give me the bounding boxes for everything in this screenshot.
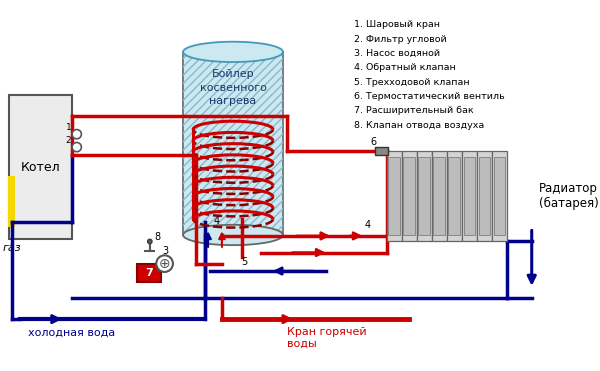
Bar [464, 157, 475, 235]
Text: 5: 5 [241, 257, 247, 267]
Bar [492, 151, 507, 242]
Text: 7. Расширительный бак: 7. Расширительный бак [354, 106, 474, 115]
Circle shape [72, 129, 82, 139]
Bar [8, 176, 15, 227]
Ellipse shape [183, 225, 283, 245]
Circle shape [156, 255, 173, 272]
Text: 4. Обратный клапан: 4. Обратный клапан [354, 63, 456, 72]
Text: 8: 8 [154, 232, 160, 242]
Bar [477, 151, 492, 242]
Text: холодная вода: холодная вода [28, 328, 115, 338]
Bar [376, 147, 388, 154]
Text: Котел: Котел [21, 161, 61, 174]
Bar [183, 52, 283, 235]
Bar [137, 264, 161, 282]
Text: ⊕: ⊕ [159, 257, 170, 270]
Text: 3. Насос водяной: 3. Насос водяной [354, 49, 440, 58]
Bar [388, 157, 400, 235]
Bar [386, 151, 401, 242]
Bar [418, 157, 430, 235]
Text: 8. Клапан отвода воздуха: 8. Клапан отвода воздуха [354, 121, 484, 130]
Bar [403, 157, 415, 235]
Bar [416, 151, 431, 242]
Bar [431, 151, 446, 242]
Text: Радиатор
(батарея): Радиатор (батарея) [539, 182, 599, 210]
Text: 3: 3 [163, 246, 169, 256]
Text: 4: 4 [365, 220, 371, 230]
Circle shape [148, 239, 152, 244]
Bar [446, 151, 461, 242]
Text: 4: 4 [214, 216, 220, 226]
Text: 6: 6 [371, 138, 377, 148]
Bar [183, 52, 283, 235]
Text: 1: 1 [65, 123, 71, 132]
Text: 1. Шаровый кран: 1. Шаровый кран [354, 20, 440, 29]
Bar [9, 95, 72, 239]
Bar [479, 157, 490, 235]
Bar [494, 157, 505, 235]
Bar [448, 157, 460, 235]
Text: 6. Термостатический вентиль: 6. Термостатический вентиль [354, 92, 505, 101]
Bar [401, 151, 416, 242]
Ellipse shape [183, 42, 283, 62]
Text: Кран горячей
воды: Кран горячей воды [287, 328, 366, 349]
Text: 5. Трехходовой клапан: 5. Трехходовой клапан [354, 78, 470, 87]
Text: газ: газ [2, 243, 21, 253]
Text: Бойлер
косвенного
нагрева: Бойлер косвенного нагрева [200, 69, 266, 106]
Circle shape [72, 142, 82, 152]
Bar [433, 157, 445, 235]
Bar [461, 151, 477, 242]
Text: 2: 2 [65, 136, 71, 145]
Text: 7: 7 [145, 268, 153, 278]
Text: 2. Фильтр угловой: 2. Фильтр угловой [354, 35, 447, 44]
